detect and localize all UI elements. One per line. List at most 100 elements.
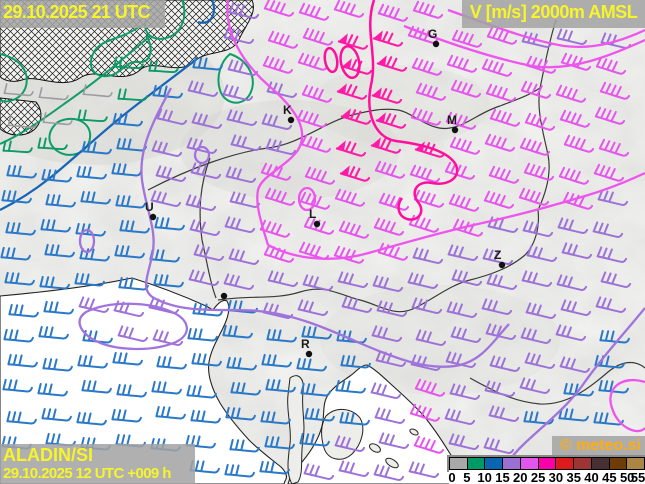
wind-barb	[7, 115, 38, 129]
wind-barb	[262, 55, 294, 74]
wind-barb	[77, 109, 108, 123]
wind-barb	[301, 325, 332, 340]
wind-barb	[376, 300, 408, 317]
wind-barb	[485, 323, 517, 340]
wind-barb	[0, 246, 31, 261]
wind-barb	[267, 30, 299, 49]
colorbar-labels: 0 5 10 15 20 25 30 35 40 45 50 55	[448, 470, 645, 484]
contours-10mps	[0, 0, 216, 211]
valid-time-label: 29.10.2025 21 UTC	[3, 2, 151, 22]
wind-barb	[563, 134, 595, 153]
wind-barb	[74, 272, 105, 287]
colorbar-swatch	[520, 458, 539, 469]
wind-barb	[486, 273, 518, 290]
wind-barb	[1, 189, 32, 204]
wind-barb	[150, 190, 182, 207]
wind-barb	[266, 328, 297, 343]
wind-barb	[41, 168, 72, 183]
wind-barb	[81, 140, 112, 155]
wind-barb	[483, 190, 515, 209]
wind-barb	[444, 408, 476, 425]
wind-barb	[524, 112, 556, 131]
wind-barb	[299, 432, 330, 447]
wind-barb	[185, 194, 217, 211]
colorbar	[447, 455, 645, 472]
wind-barb	[225, 406, 256, 421]
wind-barb	[412, 247, 444, 264]
wind-barb	[335, 140, 367, 157]
wind-barb	[298, 2, 330, 21]
wind-barb	[520, 327, 552, 344]
credit-box: © meteo.si	[552, 436, 645, 460]
wind-barb	[259, 460, 290, 475]
wind-barb	[448, 193, 480, 212]
wind-barb	[39, 275, 70, 290]
wind-barb	[260, 410, 291, 425]
wind-barb	[407, 272, 439, 289]
wind-barb	[82, 84, 113, 98]
wind-barb	[42, 357, 73, 372]
wind-barb	[42, 112, 73, 126]
wind-barb	[265, 138, 297, 155]
colorbar-swatch	[591, 458, 610, 469]
colorbar-tick-label: 0	[448, 470, 456, 484]
colorbar-tick-label: 40	[584, 470, 599, 484]
wind-barb	[297, 52, 329, 71]
wind-barb	[44, 243, 75, 258]
wind-barb	[451, 29, 483, 48]
colorbar-swatch	[574, 458, 592, 469]
colorbar-tick-label: 35	[566, 470, 581, 484]
wind-barb	[520, 80, 552, 99]
wind-barb	[300, 382, 331, 397]
wind-barb	[557, 217, 589, 234]
wind-barb	[488, 405, 520, 422]
wind-barb	[76, 165, 107, 180]
colorbar-swatch	[450, 458, 468, 469]
wind-barb	[415, 329, 447, 346]
wind-barb	[411, 297, 443, 314]
colorbar-tick-label: 50	[619, 470, 635, 484]
wind-barb	[595, 296, 627, 313]
wind-barb	[82, 329, 113, 344]
wind-barb	[371, 325, 403, 342]
field-label-box: V [m/s] 2000m AMSL	[462, 0, 645, 28]
wind-barb	[154, 216, 185, 231]
wind-barb	[261, 113, 293, 130]
wind-barb	[224, 463, 255, 478]
colorbar-swatch	[503, 458, 521, 469]
islands	[287, 375, 419, 484]
contours-25mps	[323, 0, 459, 221]
wind-barb	[598, 379, 629, 394]
wind-barb	[223, 273, 255, 290]
wind-barb	[595, 56, 627, 75]
city-label: R	[301, 337, 310, 351]
wind-barb	[378, 192, 410, 211]
wind-barb	[448, 433, 480, 450]
wind-barb	[76, 411, 107, 426]
wind-barb	[112, 351, 143, 366]
wind-barb	[190, 162, 222, 179]
wind-barb	[7, 353, 38, 368]
wind-barb	[524, 352, 556, 369]
wind-barb	[413, 189, 445, 208]
wind-barb	[596, 246, 628, 263]
wind-barb	[8, 303, 39, 318]
city-label: L	[309, 207, 316, 221]
wind-barb	[519, 377, 551, 394]
wind-barb	[78, 296, 110, 313]
colorbar-swatch	[627, 458, 645, 469]
wind-barb	[119, 219, 150, 234]
wind-barb	[414, 378, 446, 397]
wind-barb	[559, 356, 591, 373]
wind-barb	[594, 106, 626, 125]
colorbar-tick-label: 25	[530, 470, 546, 484]
wind-barb	[77, 354, 108, 369]
colorbar-tick-label: 30	[548, 470, 564, 484]
colorbar-tick-label: 10	[477, 470, 492, 484]
wind-barb	[38, 325, 69, 340]
city-label: M	[447, 113, 457, 127]
wind-barb	[486, 26, 518, 45]
wind-barb	[37, 137, 68, 151]
wind-barb	[187, 80, 219, 97]
colorbar-tick-label: 15	[495, 470, 510, 484]
